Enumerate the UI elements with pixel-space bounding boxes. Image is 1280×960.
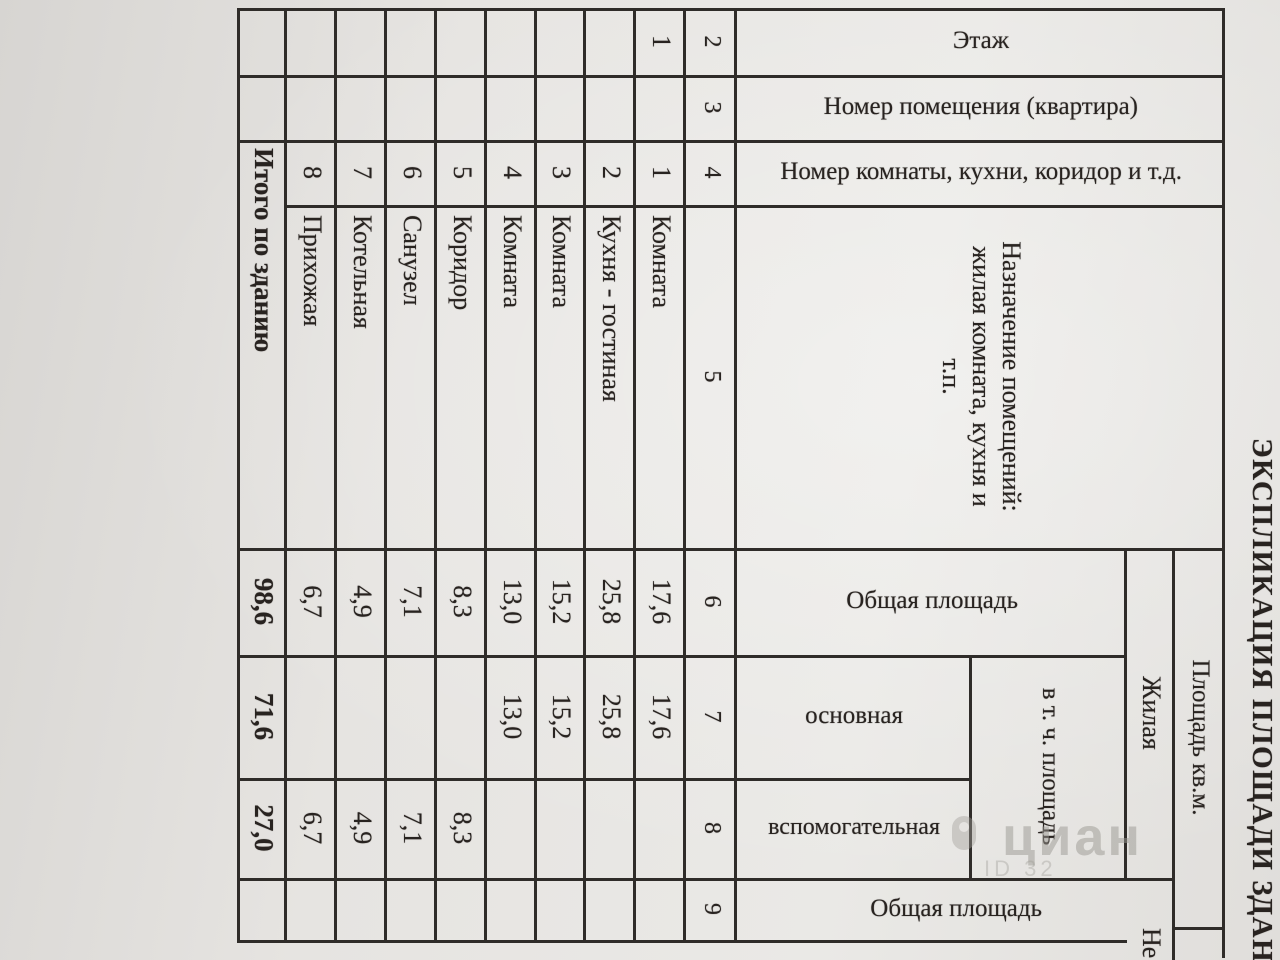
cell-total-area: 6,7 [297, 585, 327, 618]
header-total-area-2: Общая площадь [870, 894, 1042, 922]
totals-main-area: 71,6 [249, 692, 280, 741]
cell-room-number: 6 [397, 166, 427, 179]
cell-total-area: 13,0 [497, 578, 527, 625]
column-number: 3 [699, 101, 726, 114]
header-total-area: Общая площадь [846, 587, 1018, 615]
cell-room-number: 1 [646, 166, 676, 179]
cell-main-area: 17,6 [646, 693, 676, 740]
header-area-group: Площадь кв.м. [1187, 659, 1215, 816]
cell-room-name: Санузел [397, 215, 427, 306]
cell-total-area: 8,3 [447, 585, 477, 618]
cell-room-name: Прихожая [297, 215, 327, 327]
cell-total-area: 25,8 [596, 578, 626, 625]
cell-room-name: Комната [497, 215, 527, 309]
document-title: ЭКСПЛИКАЦИЯ ПЛОЩАДИ ЗДАНИЯ [1246, 438, 1278, 960]
cell-aux-area: 4,9 [347, 811, 377, 845]
cell-aux-area: 6,7 [297, 811, 327, 845]
cell-room-name: Кухня - гостиная [596, 215, 626, 402]
header-room-number: Номер комнаты, кухни, коридор и т.д. [780, 158, 1182, 186]
column-number: 4 [699, 166, 726, 179]
cell-aux-area: 7,1 [397, 811, 427, 845]
totals-aux-area: 27,0 [249, 804, 280, 852]
column-number: 5 [699, 370, 726, 383]
column-number: 7 [699, 710, 726, 723]
column-number: 2 [699, 35, 726, 48]
column-number: 8 [699, 822, 726, 834]
watermark-brand: циан [1002, 807, 1144, 867]
header-apartment-number: Номер помещения (квартира) [823, 93, 1139, 121]
cell-room-number: 8 [297, 166, 327, 179]
cell-total-area: 17,6 [646, 578, 676, 625]
watermark-id: ID 32 [984, 856, 1057, 881]
cell-room-number: 7 [347, 166, 377, 179]
header-purpose: Назначение помещений: жилая комната, кух… [937, 241, 1026, 512]
cell-floor: 1 [646, 35, 676, 48]
header-aux-area: вспомогательная [768, 814, 941, 841]
cell-total-area: 4,9 [347, 585, 377, 618]
cell-aux-area: 8,3 [447, 811, 477, 845]
totals-total-area: 98,6 [249, 577, 280, 626]
grid-line [1172, 927, 1225, 930]
cell-room-number: 5 [447, 166, 477, 179]
cell-main-area: 15,2 [547, 693, 577, 740]
cian-pin-icon [952, 816, 976, 850]
cell-room-number: 2 [596, 166, 626, 179]
header-main-area: основная [805, 702, 904, 730]
totals-label: Итого по зданию [249, 148, 280, 353]
header-floor: Этаж [952, 27, 1010, 55]
cell-room-number: 4 [497, 166, 527, 179]
cell-main-area: 25,8 [596, 693, 626, 740]
cell-room-number: 3 [547, 166, 577, 179]
cell-main-area: 13,0 [497, 693, 527, 740]
cell-room-name: Коридор [447, 215, 477, 311]
cell-room-name: Комната [646, 215, 676, 309]
column-number: 6 [699, 595, 726, 608]
column-number: 9 [699, 903, 726, 915]
cell-room-name: Котельная [347, 215, 377, 329]
cell-total-area: 15,2 [547, 578, 577, 625]
cell-room-name: Комната [547, 215, 577, 309]
cell-total-area: 7,1 [397, 585, 427, 618]
